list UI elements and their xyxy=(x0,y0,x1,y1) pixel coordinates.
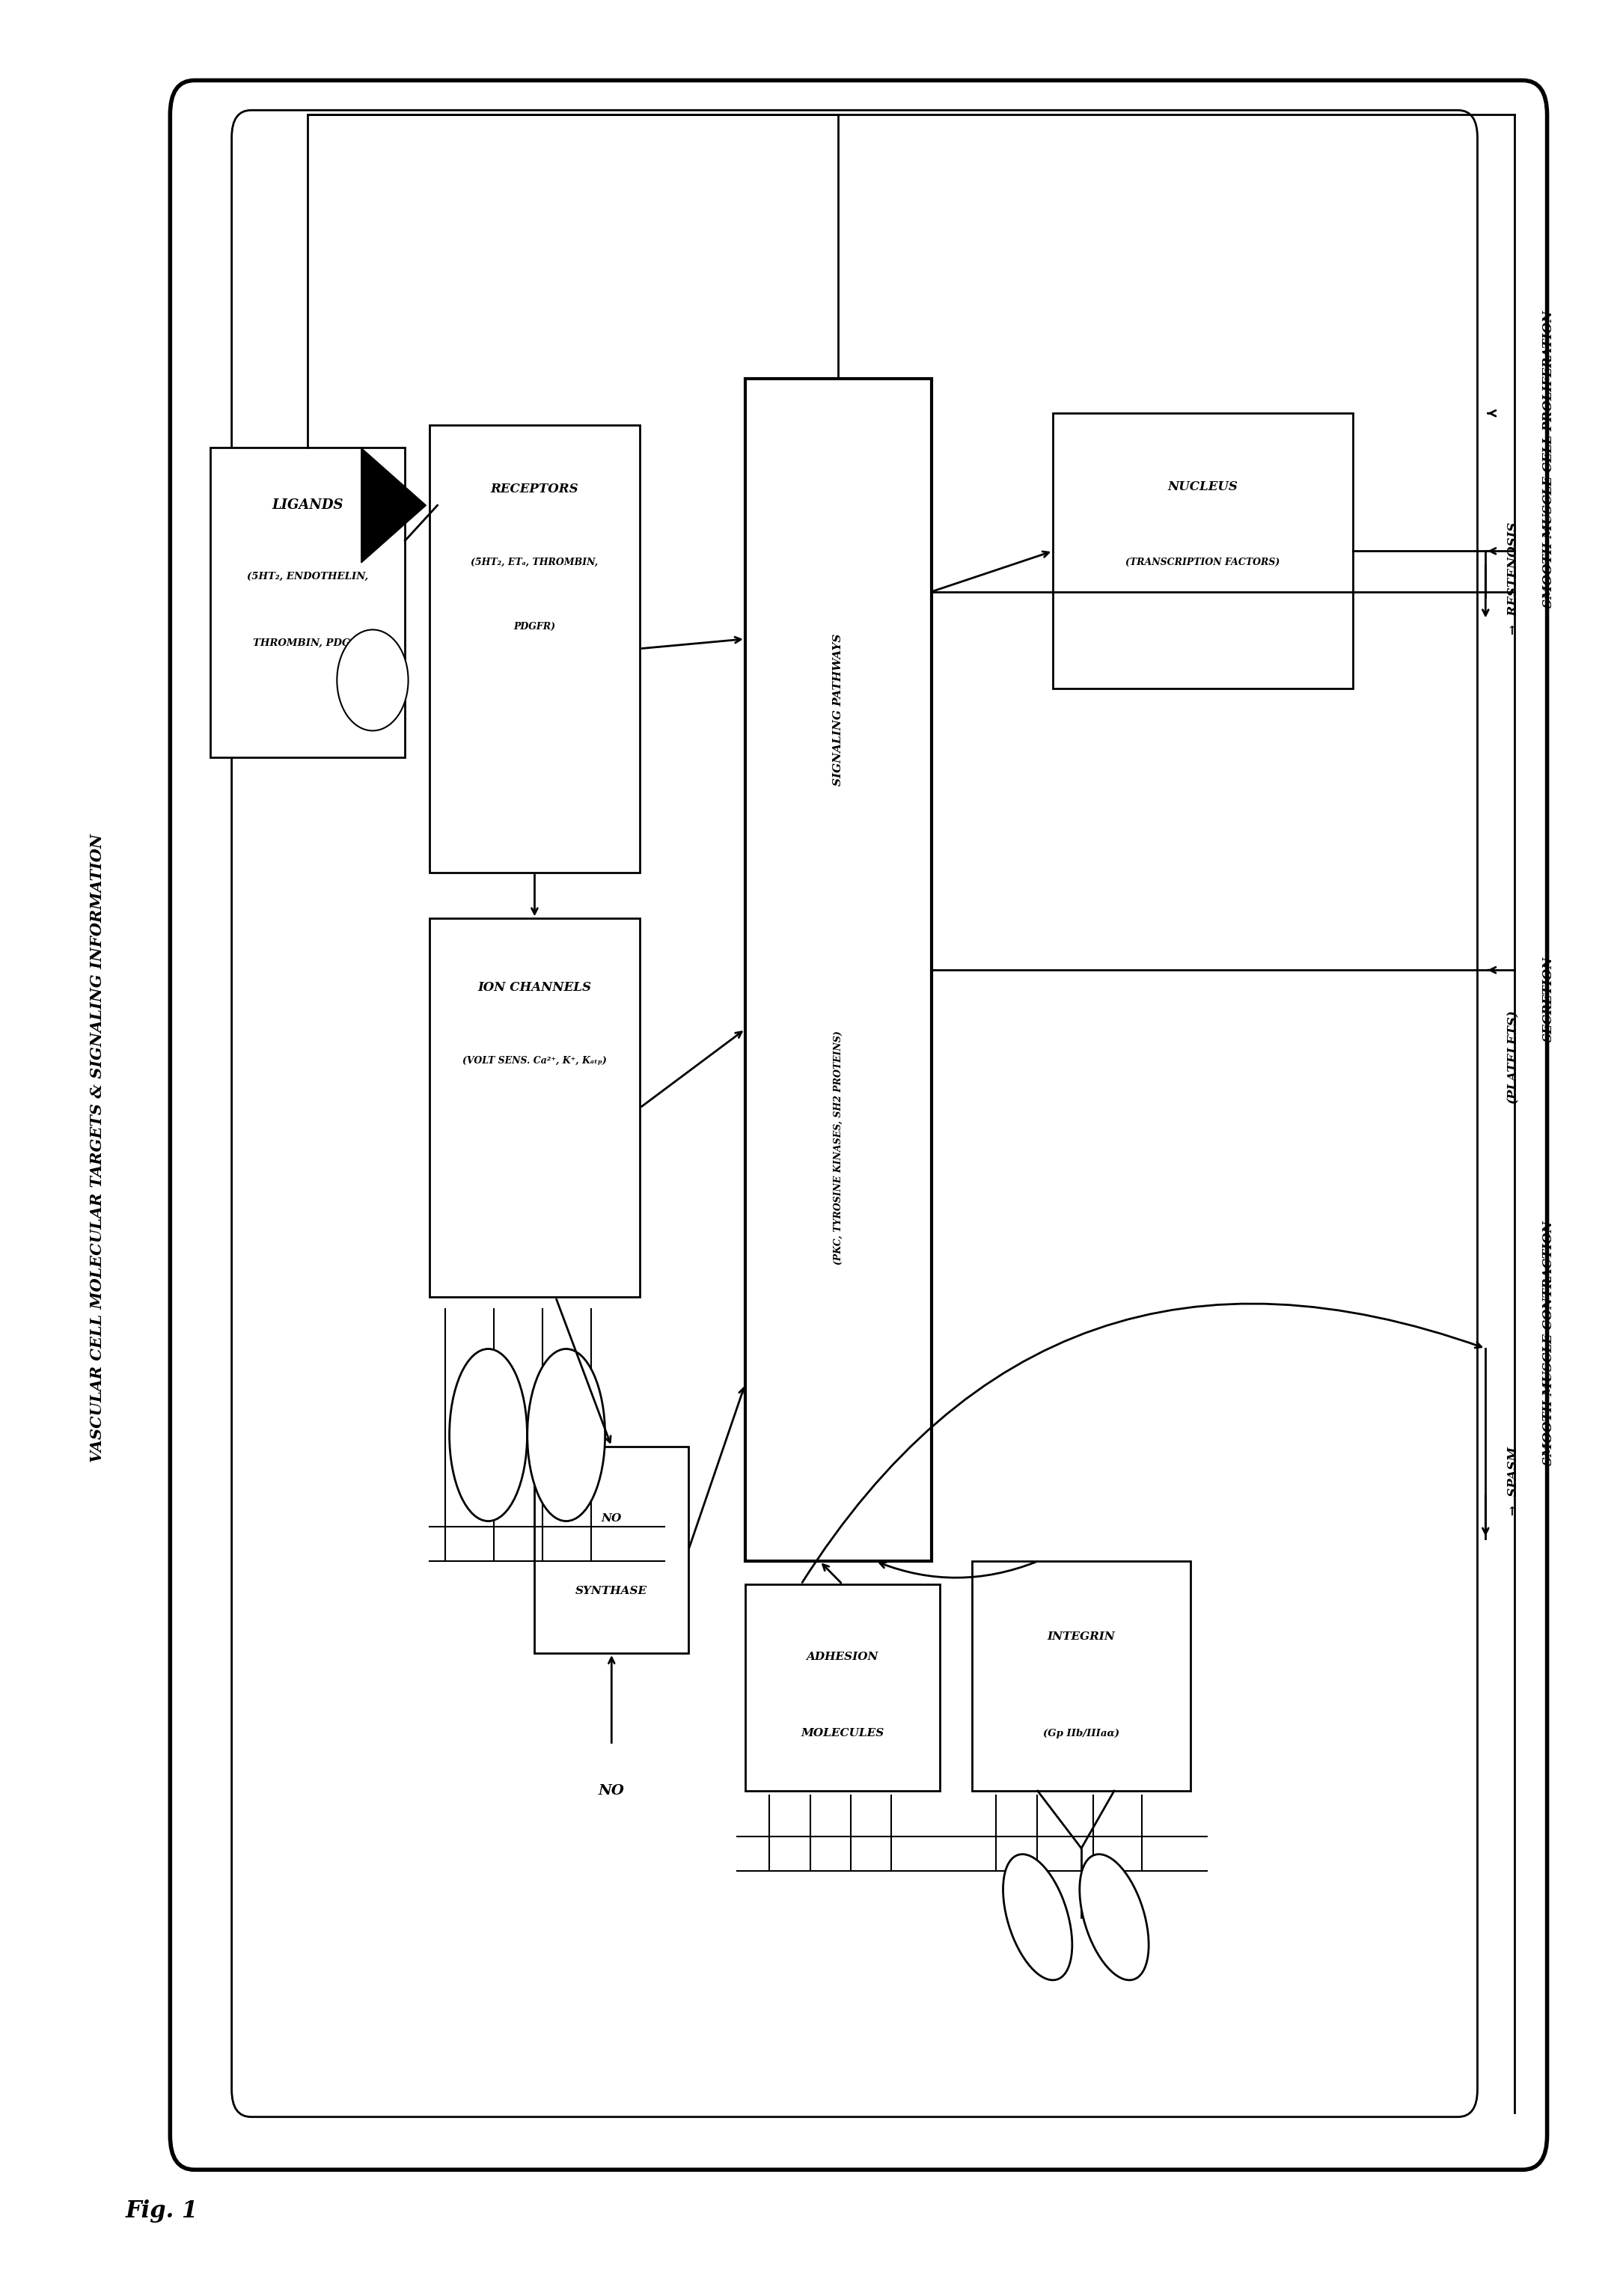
Bar xyxy=(745,379,932,1561)
Text: (PKC, TYROSINE KINASES, SH2 PROTEINS): (PKC, TYROSINE KINASES, SH2 PROTEINS) xyxy=(833,1031,844,1265)
Text: (5HT₂, ETₐ, THROMBIN,: (5HT₂, ETₐ, THROMBIN, xyxy=(471,558,598,567)
Text: RECEPTORS: RECEPTORS xyxy=(491,482,578,496)
Text: INTEGRIN: INTEGRIN xyxy=(1048,1632,1115,1642)
Polygon shape xyxy=(361,448,426,563)
Text: (5HT₂, ENDOTHELIN,: (5HT₂, ENDOTHELIN, xyxy=(248,572,368,581)
Circle shape xyxy=(337,629,408,730)
Text: THROMBIN, PDGF): THROMBIN, PDGF) xyxy=(253,638,363,647)
Text: NO: NO xyxy=(598,1784,625,1798)
Text: NUCLEUS: NUCLEUS xyxy=(1168,480,1238,494)
Text: VASCULAR CELL MOLECULAR TARGETS & SIGNALING INFORMATION: VASCULAR CELL MOLECULAR TARGETS & SIGNAL… xyxy=(89,833,105,1463)
Text: PDGFR): PDGFR) xyxy=(514,622,556,631)
Text: →  SPASM: → SPASM xyxy=(1507,1446,1520,1515)
Text: (Gp IIb/IIIaα): (Gp IIb/IIIaα) xyxy=(1043,1729,1119,1738)
Bar xyxy=(429,425,640,872)
Text: (PLATELETS): (PLATELETS) xyxy=(1507,1010,1520,1102)
Bar xyxy=(211,448,405,758)
Text: SYNTHASE: SYNTHASE xyxy=(575,1587,648,1596)
Text: NO: NO xyxy=(601,1513,622,1525)
Text: LIGANDS: LIGANDS xyxy=(272,498,343,512)
Bar xyxy=(745,1584,940,1791)
Text: (TRANSCRIPTION FACTORS): (TRANSCRIPTION FACTORS) xyxy=(1126,558,1280,567)
FancyBboxPatch shape xyxy=(232,110,1477,2117)
Ellipse shape xyxy=(528,1350,606,1520)
Ellipse shape xyxy=(1079,1855,1149,1979)
Text: SMOOTH MUSCLE CONTRACTION: SMOOTH MUSCLE CONTRACTION xyxy=(1542,1221,1555,1465)
Text: SMOOTH MUSCLE CELL PROLIFERATION: SMOOTH MUSCLE CELL PROLIFERATION xyxy=(1542,310,1555,608)
Text: ADHESION: ADHESION xyxy=(807,1651,878,1662)
Bar xyxy=(972,1561,1191,1791)
Ellipse shape xyxy=(449,1350,526,1520)
Text: SIGNALING PATHWAYS: SIGNALING PATHWAYS xyxy=(833,634,844,785)
Text: Fig. 1: Fig. 1 xyxy=(126,2200,198,2223)
Text: MOLECULES: MOLECULES xyxy=(800,1729,885,1738)
Bar xyxy=(429,918,640,1297)
Text: SECRETION: SECRETION xyxy=(1542,955,1555,1042)
FancyBboxPatch shape xyxy=(170,80,1547,2170)
Text: (VOLT SENS. Ca²⁺, K⁺, Kₐₜₚ): (VOLT SENS. Ca²⁺, K⁺, Kₐₜₚ) xyxy=(462,1056,608,1065)
Bar xyxy=(1053,413,1353,689)
Text: →  RESTENOSIS: → RESTENOSIS xyxy=(1507,521,1520,636)
Bar xyxy=(535,1446,688,1653)
Ellipse shape xyxy=(1003,1855,1072,1979)
Text: ION CHANNELS: ION CHANNELS xyxy=(478,980,591,994)
